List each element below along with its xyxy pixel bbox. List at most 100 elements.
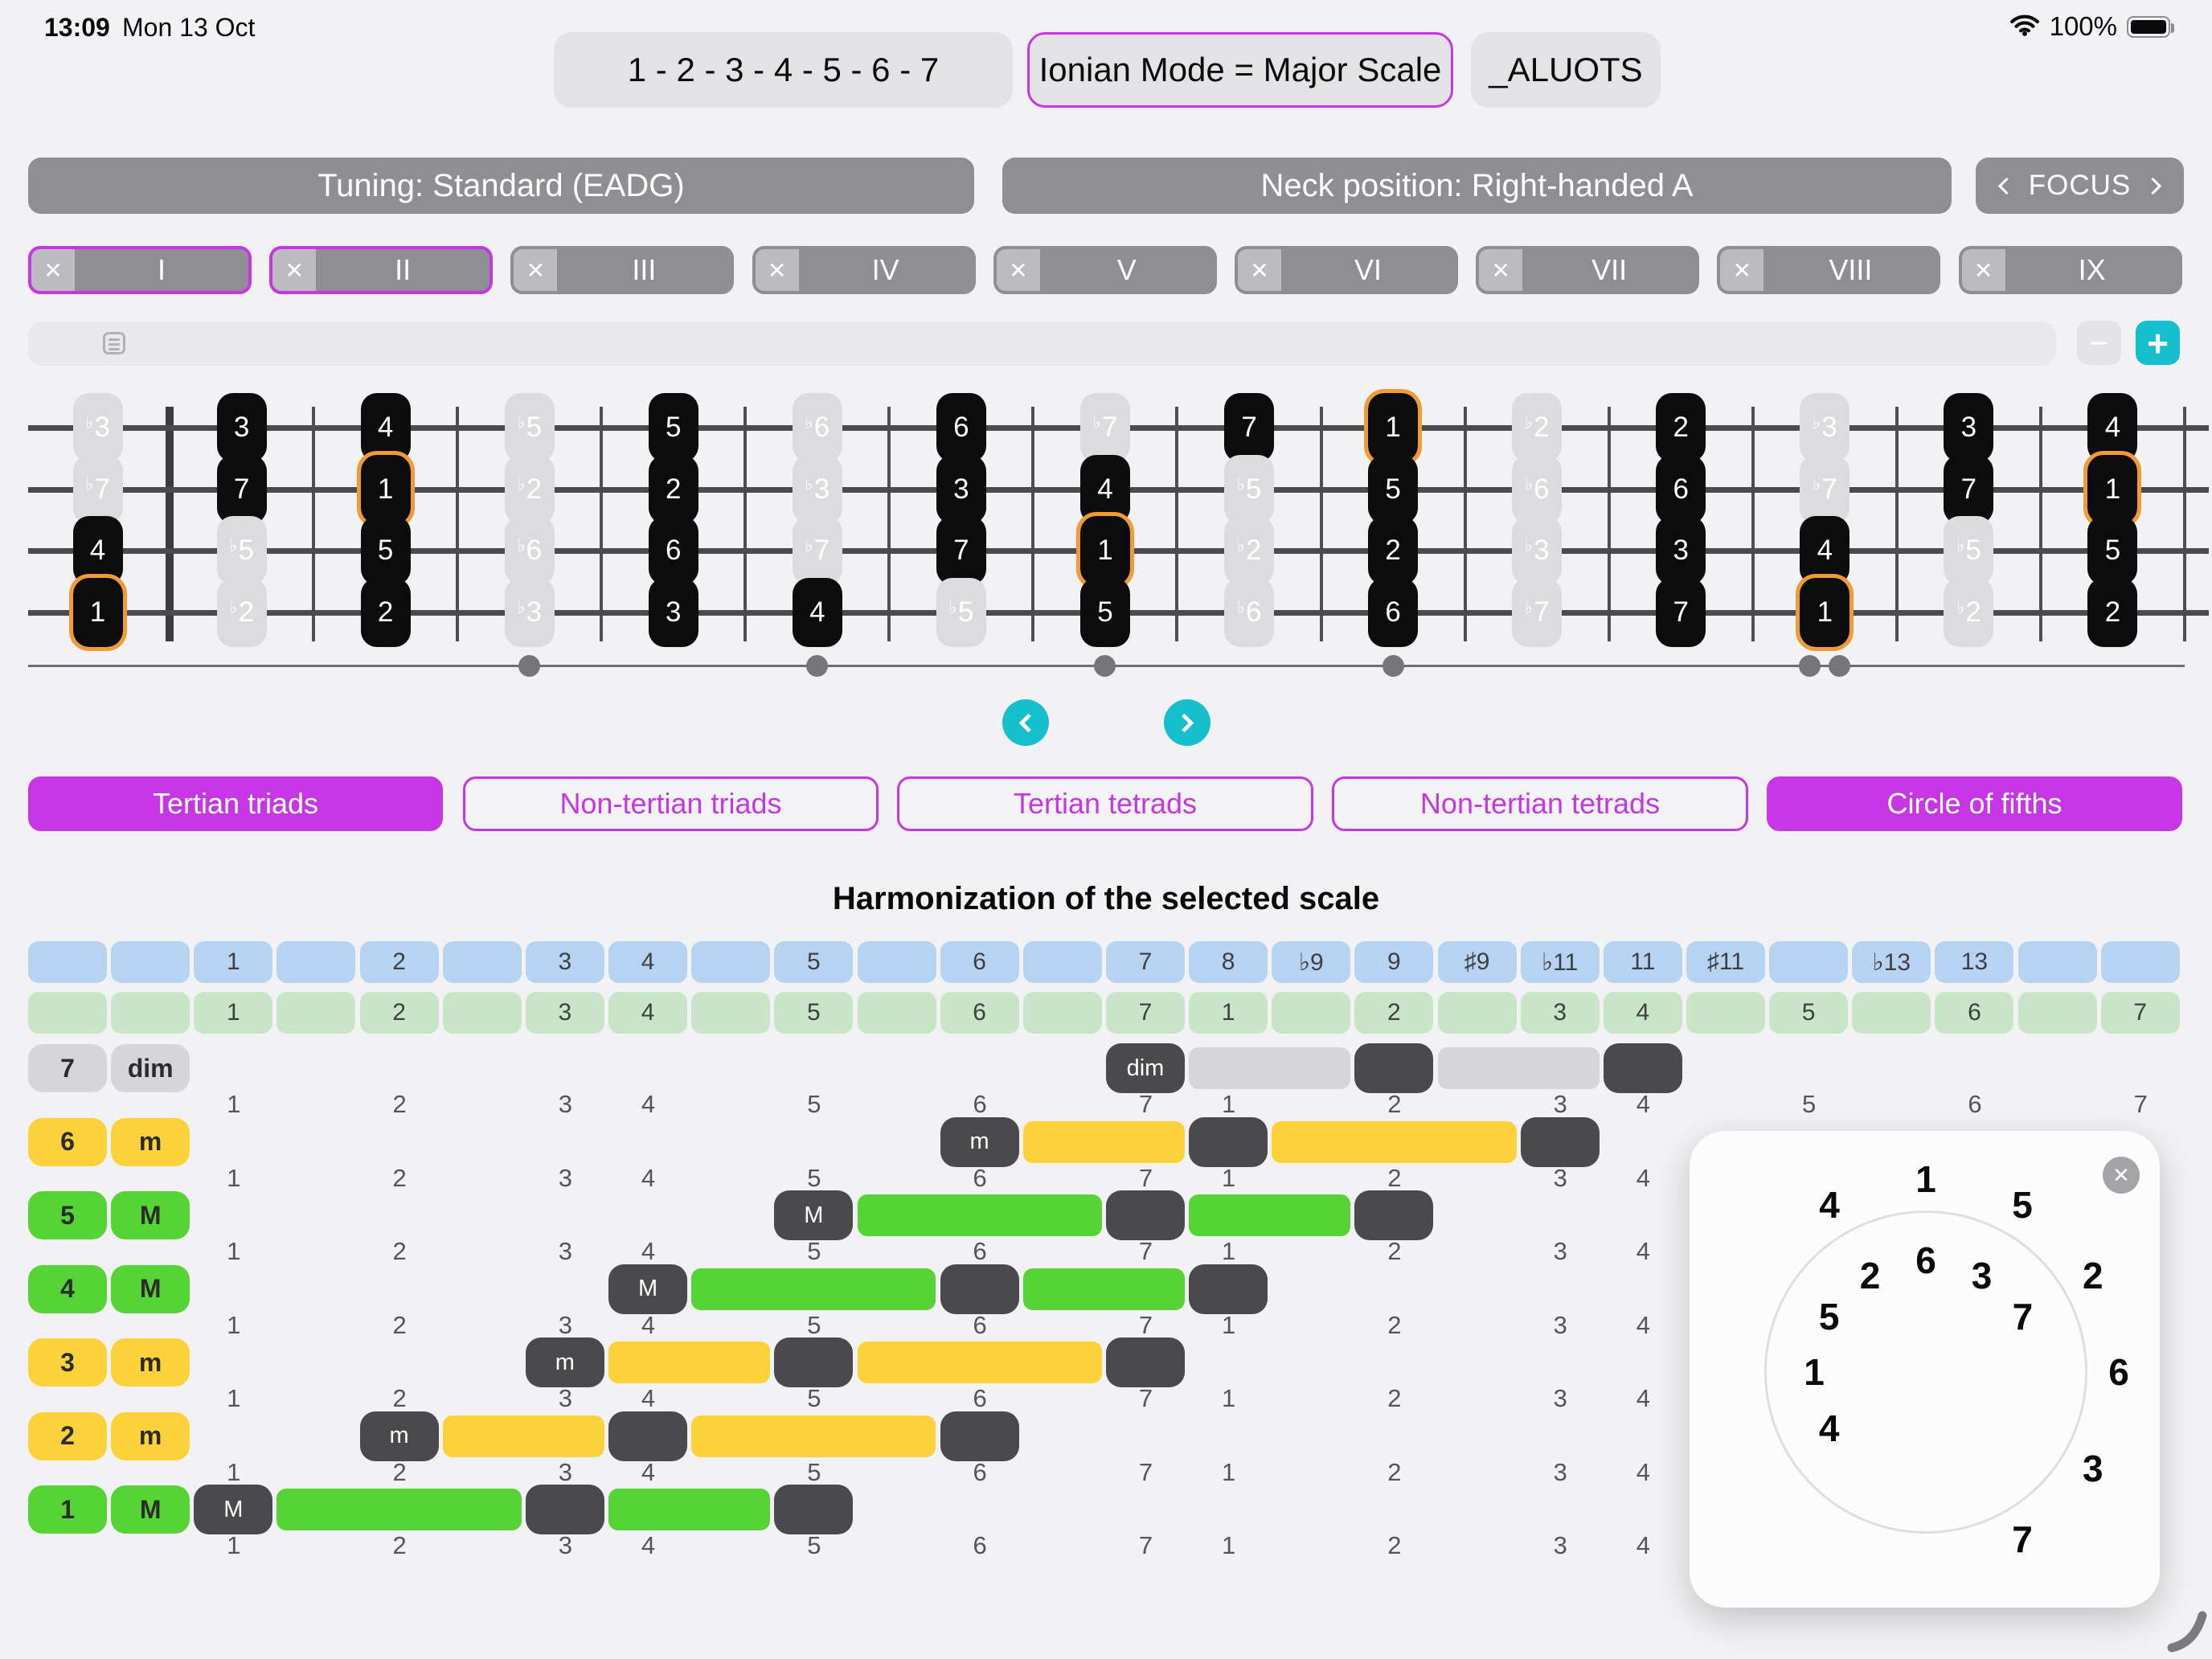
- chord-tone-pill[interactable]: [1189, 1264, 1268, 1314]
- fretboard-note[interactable]: ♭ 2: [216, 578, 267, 647]
- fretboard-note-root[interactable]: 1: [1075, 512, 1134, 589]
- fretboard-note[interactable]: ♭ 5: [936, 578, 986, 647]
- chord-root-pill[interactable]: m: [525, 1337, 604, 1387]
- chord-root-pill[interactable]: M: [608, 1264, 688, 1314]
- remove-position-button[interactable]: −: [2077, 321, 2121, 365]
- fretboard-note[interactable]: 2: [648, 455, 698, 524]
- chord-quality-badge[interactable]: dim: [111, 1044, 190, 1092]
- fretboard-note-root[interactable]: 1: [2083, 451, 2142, 528]
- fretboard-note[interactable]: 4: [360, 393, 411, 462]
- chord-tone-pill[interactable]: [774, 1337, 854, 1387]
- fretboard-note[interactable]: 3: [1656, 516, 1706, 585]
- focus-control[interactable]: FOCUS: [1976, 158, 2184, 214]
- chord-tone-pill[interactable]: [940, 1264, 1019, 1314]
- chord-tone-pill[interactable]: [1520, 1116, 1600, 1167]
- chord-degree-badge[interactable]: 3: [28, 1338, 107, 1387]
- fretboard-note[interactable]: 2: [1368, 516, 1419, 585]
- close-icon[interactable]: ✕: [755, 249, 799, 291]
- chord-tone-pill[interactable]: [1354, 1043, 1434, 1093]
- chord-root-pill[interactable]: M: [774, 1190, 854, 1240]
- fretboard-note[interactable]: ♭ 5: [1944, 516, 1994, 585]
- chord-quality-badge[interactable]: m: [111, 1338, 190, 1387]
- chord-degree-badge[interactable]: 5: [28, 1191, 107, 1239]
- position-tab-i[interactable]: ✕ I: [28, 246, 252, 294]
- fretboard-note[interactable]: 5: [1368, 455, 1419, 524]
- fretboard-note[interactable]: 6: [936, 393, 986, 462]
- fifths-degree-inner[interactable]: 4: [1818, 1407, 1840, 1449]
- close-icon[interactable]: ✕: [1720, 249, 1764, 291]
- fretboard-note[interactable]: 6: [1368, 578, 1419, 647]
- chord-quality-badge[interactable]: m: [111, 1117, 190, 1166]
- chord-tone-pill[interactable]: [608, 1411, 688, 1461]
- fretboard-note[interactable]: ♭ 3: [504, 578, 555, 647]
- fifths-degree-inner[interactable]: 5: [1818, 1295, 1840, 1337]
- close-icon[interactable]: ✕: [31, 249, 75, 291]
- position-tab-viii[interactable]: ✕ VIII: [1717, 246, 1941, 294]
- chord-degree-badge[interactable]: 4: [28, 1264, 107, 1313]
- chord-degree-badge[interactable]: 1: [28, 1485, 107, 1534]
- fretboard-note[interactable]: 7: [1656, 578, 1706, 647]
- fretboard-note[interactable]: ♭ 7: [792, 516, 842, 585]
- position-tab-iv[interactable]: ✕ IV: [752, 246, 976, 294]
- tab-tertian-tetrads[interactable]: Tertian tetrads: [897, 776, 1313, 831]
- fretboard-note[interactable]: 5: [360, 516, 411, 585]
- fretboard-note[interactable]: 3: [216, 393, 267, 462]
- chord-tone-pill[interactable]: [774, 1485, 854, 1534]
- fretboard-note[interactable]: 5: [2087, 516, 2138, 585]
- fretboard-note[interactable]: 6: [648, 516, 698, 585]
- tab-non-tertian-triads[interactable]: Non-tertian triads: [463, 776, 879, 831]
- fretboard-note[interactable]: 3: [1944, 393, 1994, 462]
- close-icon[interactable]: ✕: [996, 249, 1040, 291]
- fretboard-note[interactable]: 4: [792, 578, 842, 647]
- fretboard-note-root[interactable]: 1: [356, 451, 415, 528]
- close-icon[interactable]: ✕: [1238, 249, 1281, 291]
- focus-prev-icon[interactable]: [1997, 177, 2015, 195]
- fretboard-note[interactable]: ♭ 6: [792, 393, 842, 462]
- fretboard-note[interactable]: 7: [1944, 455, 1994, 524]
- fretboard-note[interactable]: ♭ 3: [72, 393, 123, 462]
- fretboard-note[interactable]: 2: [2087, 578, 2138, 647]
- chord-degree-badge[interactable]: 7: [28, 1044, 107, 1092]
- chord-tone-pill[interactable]: [1354, 1190, 1434, 1240]
- chord-quality-badge[interactable]: M: [111, 1264, 190, 1313]
- close-icon[interactable]: ✕: [1961, 249, 2005, 291]
- fretboard-note[interactable]: ♭ 2: [1512, 393, 1563, 462]
- fretboard-note-root[interactable]: 1: [1796, 574, 1854, 651]
- fifths-degree-outer[interactable]: 1: [1915, 1158, 1936, 1200]
- focus-next-icon[interactable]: [2144, 177, 2162, 195]
- fretboard-note[interactable]: ♭ 6: [1224, 578, 1275, 647]
- fretboard-note[interactable]: 4: [2087, 393, 2138, 462]
- fifths-degree-inner[interactable]: 6: [1915, 1239, 1936, 1281]
- fretboard-note[interactable]: ♭ 3: [792, 455, 842, 524]
- chord-quality-badge[interactable]: M: [111, 1191, 190, 1239]
- fretboard-note[interactable]: ♭ 5: [1224, 455, 1275, 524]
- fretboard-note[interactable]: 5: [1079, 578, 1130, 647]
- chord-root-pill[interactable]: m: [359, 1411, 439, 1461]
- fretboard-note[interactable]: ♭ 2: [1224, 516, 1275, 585]
- fretboard-note[interactable]: 3: [936, 455, 986, 524]
- fretboard-note-root[interactable]: 1: [1364, 389, 1423, 466]
- chord-tone-pill[interactable]: [1105, 1190, 1185, 1240]
- fretboard-note[interactable]: ♭ 2: [1944, 578, 1994, 647]
- next-page-button[interactable]: [1164, 699, 1210, 746]
- fretboard-note[interactable]: 7: [1224, 393, 1275, 462]
- fretboard-note[interactable]: 5: [648, 393, 698, 462]
- scale-degrees-button[interactable]: 1 - 2 - 3 - 4 - 5 - 6 - 7: [554, 32, 1013, 108]
- fifths-degree-inner[interactable]: 2: [1859, 1254, 1881, 1296]
- popup-close-button[interactable]: ✕: [2103, 1157, 2140, 1194]
- anagram-button[interactable]: _ALUOTS: [1471, 32, 1661, 108]
- mode-button[interactable]: Ionian Mode = Major Scale: [1027, 32, 1453, 108]
- close-icon[interactable]: ✕: [1479, 249, 1523, 291]
- close-icon[interactable]: ✕: [514, 249, 558, 291]
- fifths-degree-outer[interactable]: 4: [1819, 1184, 1840, 1227]
- tab-non-tertian-tetrads[interactable]: Non-tertian tetrads: [1332, 776, 1748, 831]
- fretboard-note[interactable]: ♭ 7: [1512, 578, 1563, 647]
- fretboard-note[interactable]: 4: [72, 516, 123, 585]
- fretboard-note[interactable]: ♭ 3: [1800, 393, 1850, 462]
- fretboard-note[interactable]: 7: [936, 516, 986, 585]
- fretboard-note[interactable]: 7: [216, 455, 267, 524]
- chord-tone-pill[interactable]: [1105, 1337, 1185, 1387]
- chord-quality-badge[interactable]: M: [111, 1485, 190, 1534]
- tuning-bar[interactable]: Tuning: Standard (EADG): [28, 158, 974, 214]
- fretboard-note[interactable]: ♭ 7: [1079, 393, 1130, 462]
